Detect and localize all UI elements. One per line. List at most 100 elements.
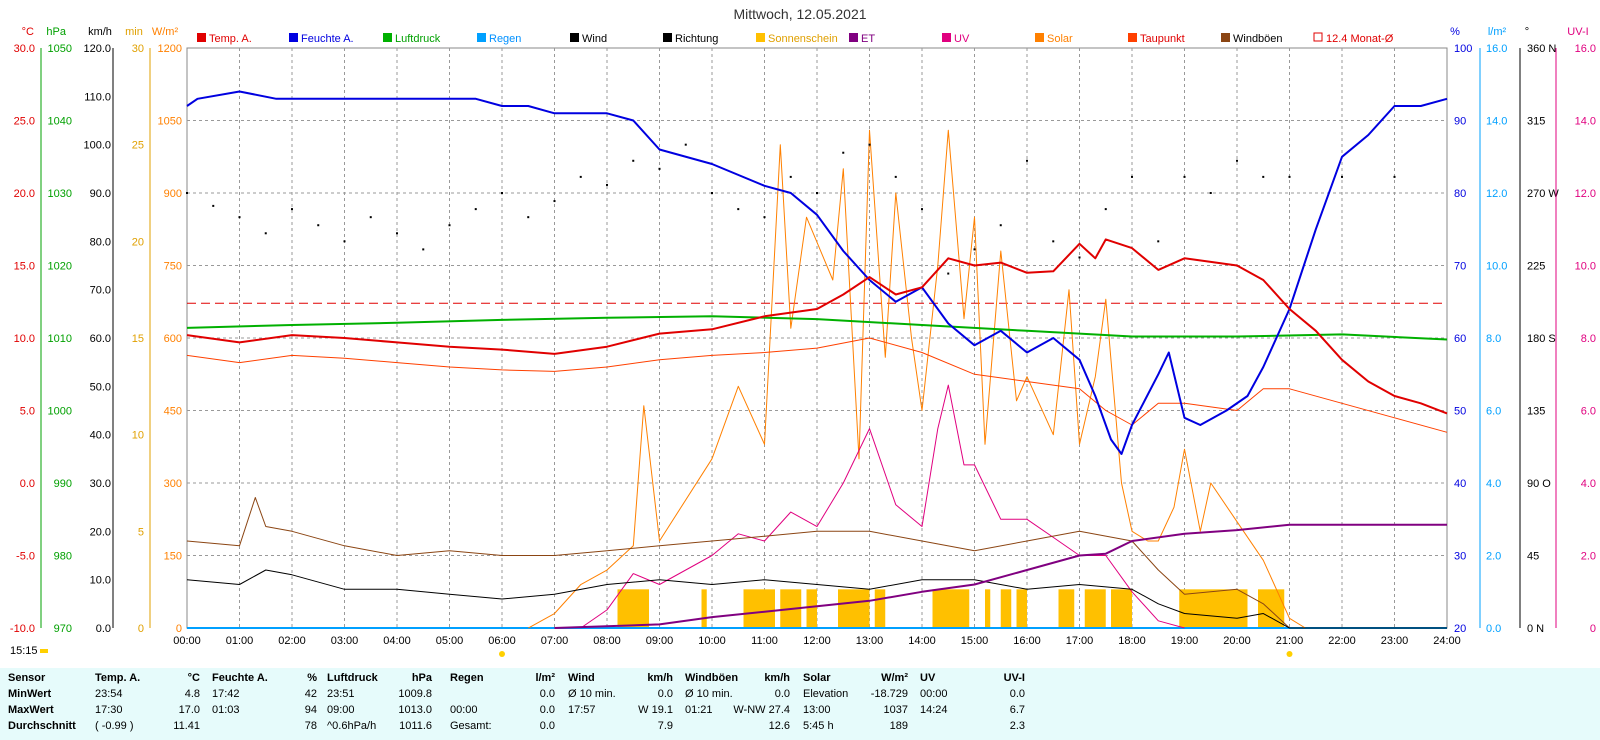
x-tick: 24:00 — [1433, 635, 1461, 647]
stats-header: Solar — [803, 672, 831, 684]
sunshine-bar — [806, 589, 817, 628]
legend-swatch — [1035, 33, 1044, 42]
x-tick: 08:00 — [593, 635, 621, 647]
stats-time: 17:30 — [95, 704, 123, 716]
solar-tick: 300 — [164, 478, 182, 490]
series-temp-a- — [186, 238, 1448, 415]
sun-tick: 15 — [132, 333, 144, 345]
x-tick: 13:00 — [856, 635, 884, 647]
stats-header: Sensor — [8, 672, 46, 684]
stats-value: 0.0 — [539, 704, 555, 716]
direction-dots — [186, 143, 1396, 275]
stats-value: 1013.0 — [398, 704, 432, 716]
stats-time: 23:51 — [327, 688, 355, 700]
axis-unit-press: hPa — [46, 26, 66, 38]
x-tick: 23:00 — [1381, 635, 1409, 647]
dir-tick: 180 S — [1527, 333, 1556, 345]
x-tick: 09:00 — [646, 635, 674, 647]
direction-dot — [789, 175, 792, 178]
direction-dot — [1288, 175, 1291, 178]
direction-dot — [658, 167, 661, 170]
press-tick: 1010 — [48, 333, 72, 345]
wind-tick: 80.0 — [90, 236, 111, 248]
wind-tick: 50.0 — [90, 381, 111, 393]
press-tick: 1040 — [48, 116, 72, 128]
x-tick: 17:00 — [1066, 635, 1094, 647]
stats-value: 0.0 — [1009, 688, 1025, 700]
sunshine-bar — [1000, 589, 1012, 628]
direction-dot — [1026, 159, 1028, 162]
stats-header: UV — [920, 672, 936, 684]
legend-swatch — [570, 33, 579, 42]
uv-tick: 4.0 — [1581, 478, 1596, 490]
wind-tick: 70.0 — [90, 285, 111, 297]
sun-tick: 20 — [132, 236, 144, 248]
direction-dot — [238, 216, 241, 219]
press-tick: 1030 — [48, 188, 72, 200]
stats-unit: km/h — [764, 672, 790, 684]
rain-tick: 8.0 — [1486, 333, 1501, 345]
stats-value: 12.6 — [768, 720, 790, 732]
legend-swatch — [477, 33, 486, 42]
stats-value: 189 — [889, 720, 908, 732]
stats-header: Feuchte A. — [212, 672, 268, 684]
stats-unit: °C — [187, 672, 200, 684]
axis-unit-uv: UV-I — [1567, 26, 1588, 38]
dir-tick: 270 W — [1527, 188, 1559, 200]
legend-label: UV — [954, 33, 970, 45]
hum-tick: 100 — [1454, 43, 1472, 55]
corner-marker — [40, 649, 48, 653]
stats-value: W 19.1 — [638, 704, 673, 716]
stats-value: -18.729 — [870, 688, 908, 700]
stats-time: 17:42 — [212, 688, 240, 700]
sunshine-bar — [1058, 589, 1075, 628]
temp-tick: 10.0 — [14, 333, 35, 345]
x-tick: 21:00 — [1276, 635, 1304, 647]
legend-swatch — [1313, 32, 1323, 42]
direction-dot — [1341, 175, 1343, 178]
axis-unit-sun: min — [125, 26, 143, 38]
solar-tick: 900 — [164, 188, 182, 200]
solar-tick: 0 — [176, 623, 182, 635]
series-solar — [528, 129, 1306, 629]
dir-tick: 225 — [1527, 261, 1545, 273]
direction-dot — [369, 216, 372, 219]
sunshine-bars — [617, 589, 1285, 628]
sunshine-bar — [985, 589, 991, 628]
stats-time: 14:24 — [920, 704, 948, 716]
series-taupunkt — [186, 337, 1448, 433]
stats-row-label: MinWert — [8, 688, 52, 700]
rain-tick: 2.0 — [1486, 551, 1501, 563]
stats-value: 1009.8 — [398, 688, 432, 700]
stats-value: 42 — [304, 688, 317, 700]
stats-row-label: MaxWert — [8, 704, 54, 716]
rain-tick: 14.0 — [1486, 116, 1507, 128]
series-lines — [186, 90, 1448, 629]
stats-time: Elevation — [803, 688, 849, 700]
stats-value: 11.41 — [173, 720, 200, 732]
x-tick: 10:00 — [698, 635, 726, 647]
rain-tick: 12.0 — [1486, 188, 1507, 200]
stats-unit: hPa — [411, 672, 432, 684]
legend-swatch — [756, 33, 765, 42]
axis-unit-wind: km/h — [88, 26, 112, 38]
solar-tick: 1050 — [158, 116, 182, 128]
x-tick: 16:00 — [1013, 635, 1041, 647]
direction-dot — [816, 192, 818, 194]
hum-tick: 40 — [1454, 478, 1466, 490]
wind-tick: 100.0 — [83, 140, 111, 152]
legend-label: Wind — [582, 33, 607, 45]
wind-tick: 90.0 — [90, 188, 111, 200]
direction-dot — [422, 248, 425, 251]
legend-label: Richtung — [675, 33, 718, 45]
uv-tick: 14.0 — [1575, 116, 1596, 128]
x-tick: 19:00 — [1171, 635, 1199, 647]
wind-tick: 20.0 — [90, 526, 111, 538]
stats-header: Wind — [568, 672, 595, 684]
direction-dot — [1236, 159, 1238, 162]
x-tick: 11:00 — [751, 635, 778, 647]
temp-tick: 5.0 — [20, 406, 35, 418]
direction-dot — [868, 143, 871, 146]
stats-time: 5:45 h — [803, 720, 834, 732]
dir-tick: 135 — [1527, 406, 1545, 418]
